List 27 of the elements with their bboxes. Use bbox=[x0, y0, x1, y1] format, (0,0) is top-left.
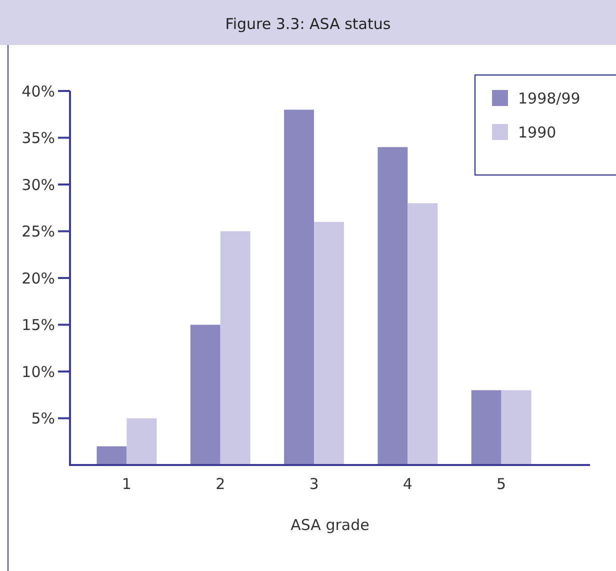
legend-label: 1990 bbox=[518, 123, 556, 142]
bar bbox=[378, 147, 408, 465]
x-tick-label: 1 bbox=[122, 475, 132, 493]
y-tick-label: 40% bbox=[22, 82, 55, 100]
y-tick-label: 10% bbox=[22, 362, 55, 381]
x-axis-title: ASA grade bbox=[290, 516, 370, 534]
bar bbox=[314, 222, 344, 465]
x-tick-label: 3 bbox=[309, 475, 319, 493]
bar bbox=[190, 324, 220, 465]
legend-label: 1998/99 bbox=[518, 89, 580, 108]
bar bbox=[126, 418, 157, 465]
y-tick-label: 35% bbox=[22, 129, 55, 147]
y-tick-label: 20% bbox=[22, 269, 55, 288]
bar bbox=[501, 390, 532, 465]
y-tick-label: 15% bbox=[22, 316, 55, 334]
bar bbox=[220, 231, 250, 465]
bar bbox=[471, 390, 502, 465]
y-tick-label: 5% bbox=[31, 410, 55, 428]
y-tick-label: 30% bbox=[22, 176, 55, 194]
y-tick-label: 25% bbox=[22, 222, 55, 240]
x-tick-label: 4 bbox=[402, 475, 412, 493]
bar bbox=[284, 110, 314, 465]
chart-title: Figure 3.3: ASA status bbox=[225, 15, 391, 33]
x-tick-label: 2 bbox=[216, 475, 226, 493]
x-tick-label: 5 bbox=[496, 475, 506, 493]
bar bbox=[408, 203, 438, 465]
bar bbox=[96, 446, 127, 465]
